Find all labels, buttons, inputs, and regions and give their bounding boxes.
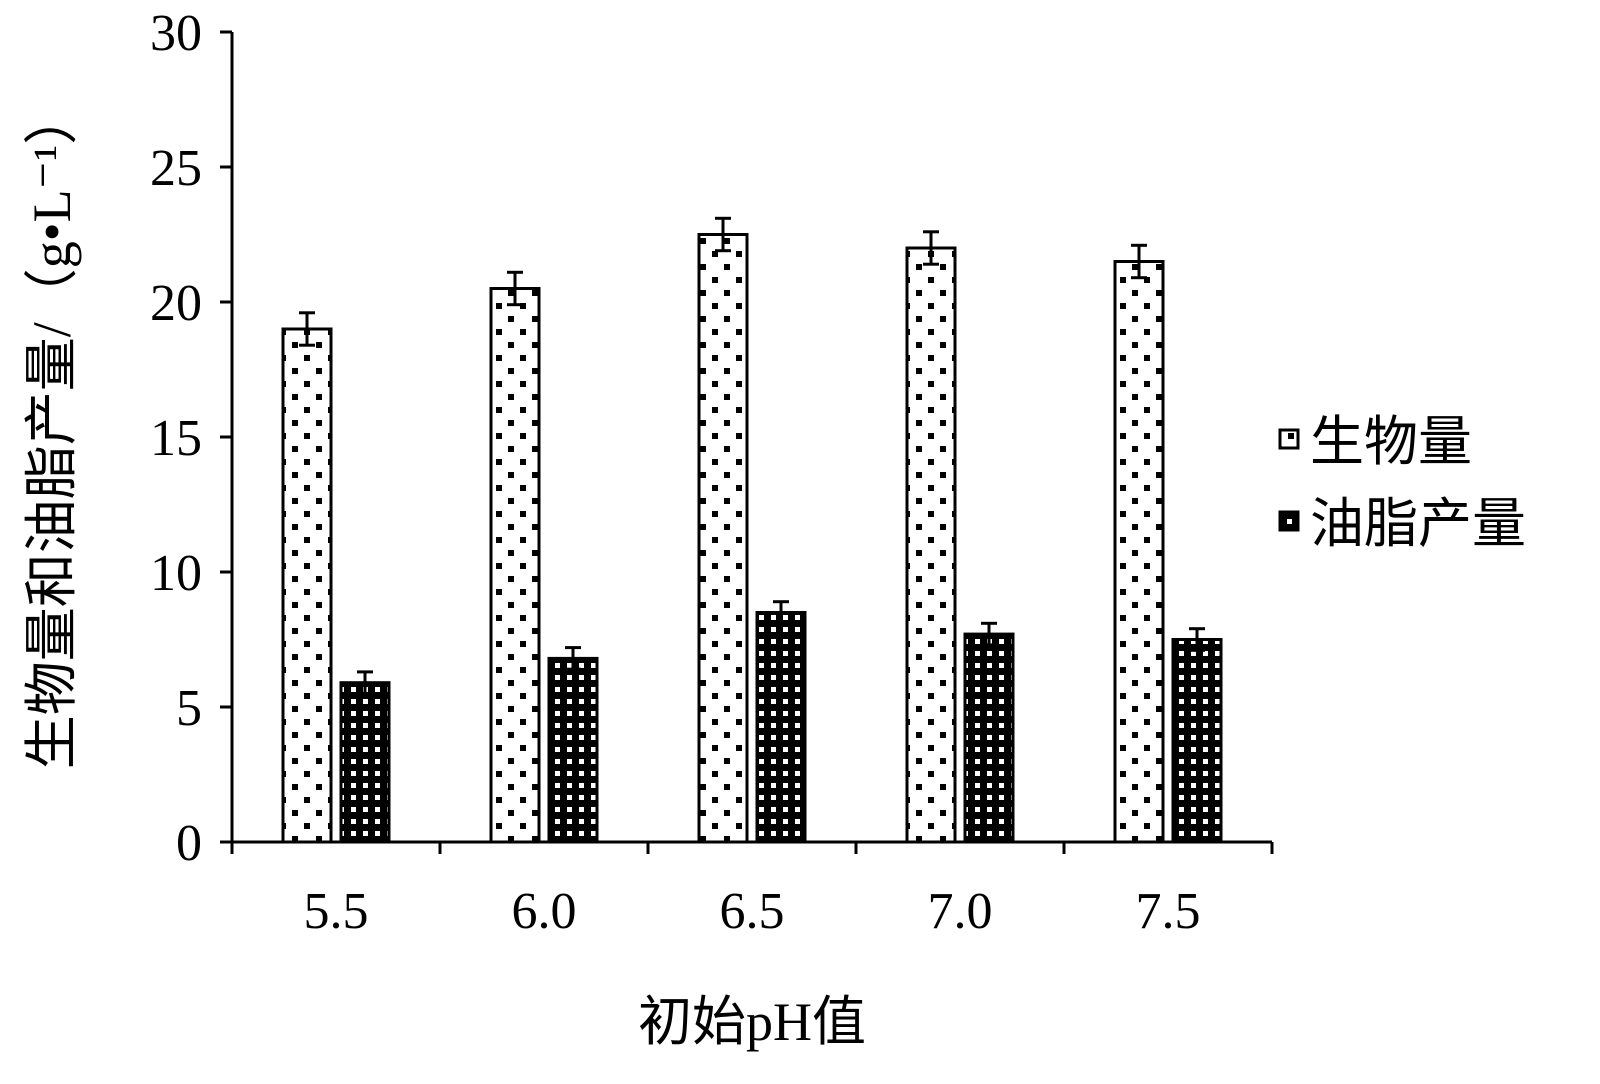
plot-area: 0 5 10 15 20 25 30 5.5 6.0 6.5 7.0 7.5 [150,5,1274,940]
y-tick-label-4: 20 [150,275,202,332]
legend-swatch-lipid [1278,510,1300,532]
legend-label-biomass: 生物量 [1310,412,1472,472]
bar-biomass-2 [697,233,749,844]
bar-lipid-1 [547,656,599,844]
bar-lipid-3 [963,632,1015,844]
x-tick-label-4: 7.5 [1136,883,1201,940]
y-tick-label-2: 10 [150,545,202,602]
x-axis-title: 初始pH值 [638,992,866,1052]
bar-lipid-0 [339,681,391,844]
y-axis-title: 生物量和油脂产量/（g•L⁻¹） [22,91,82,770]
x-tick-label-2: 6.5 [720,883,785,940]
bar-lipid-4 [1171,638,1223,844]
bar-biomass-0 [281,327,333,844]
y-tick-label-3: 15 [150,410,202,467]
y-tick-label-0: 0 [176,815,202,872]
x-tick-label-3: 7.0 [928,883,993,940]
x-tick-label-0: 5.5 [304,883,369,940]
y-tick-label-1: 5 [176,680,202,737]
bar-biomass-4 [1113,260,1165,844]
legend: 生物量 油脂产量 [1278,412,1526,554]
legend-item-biomass: 生物量 [1278,412,1472,472]
y-tick-label-6: 30 [150,5,202,62]
x-tick-label-1: 6.0 [512,883,577,940]
legend-item-lipid: 油脂产量 [1278,494,1526,554]
bar-lipid-2 [755,611,807,844]
legend-swatch-biomass [1278,428,1300,450]
bar-biomass-3 [905,246,957,844]
bar-biomass-1 [489,287,541,844]
y-tick-label-5: 25 [150,140,202,197]
legend-label-lipid: 油脂产量 [1310,494,1526,554]
